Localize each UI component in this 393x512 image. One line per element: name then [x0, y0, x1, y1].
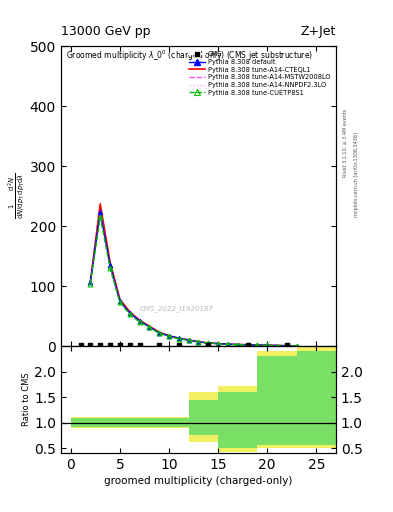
Point: [244, 340, 251, 349]
Point: [97, 340, 103, 349]
Point: [107, 340, 113, 349]
Text: mcplots.cern.ch [arXiv:1306.3436]: mcplots.cern.ch [arXiv:1306.3436]: [354, 132, 359, 217]
Point: [136, 340, 143, 349]
Y-axis label: $\frac{1}{\mathrm{d}N/\mathrm{d}p_\mathrm{T}}\frac{\mathrm{d}^2N}{\mathrm{d}p_\m: $\frac{1}{\mathrm{d}N/\mathrm{d}p_\mathr…: [6, 173, 27, 220]
Point: [156, 340, 162, 349]
Point: [77, 340, 84, 349]
Point: [127, 340, 133, 349]
Text: Rivet 3.1.10, ≥ 3.4M events: Rivet 3.1.10, ≥ 3.4M events: [343, 109, 348, 178]
Text: Z+Jet: Z+Jet: [301, 26, 336, 38]
Point: [176, 340, 182, 349]
X-axis label: groomed multiplicity (charged-only): groomed multiplicity (charged-only): [104, 476, 293, 486]
Text: 13000 GeV pp: 13000 GeV pp: [61, 26, 151, 38]
Point: [284, 340, 290, 349]
Y-axis label: Ratio to CMS: Ratio to CMS: [22, 373, 31, 426]
Point: [205, 340, 211, 349]
Point: [87, 340, 94, 349]
Point: [117, 340, 123, 349]
Legend: CMS, Pythia 8.308 default, Pythia 8.308 tune-A14-CTEQL1, Pythia 8.308 tune-A14-M: CMS, Pythia 8.308 default, Pythia 8.308 …: [187, 50, 333, 98]
Text: Groomed multiplicity $\lambda\_0^0$ (charged only) (CMS jet substructure): Groomed multiplicity $\lambda\_0^0$ (cha…: [66, 49, 314, 63]
Text: CMS_2022_I1920187: CMS_2022_I1920187: [140, 305, 213, 312]
